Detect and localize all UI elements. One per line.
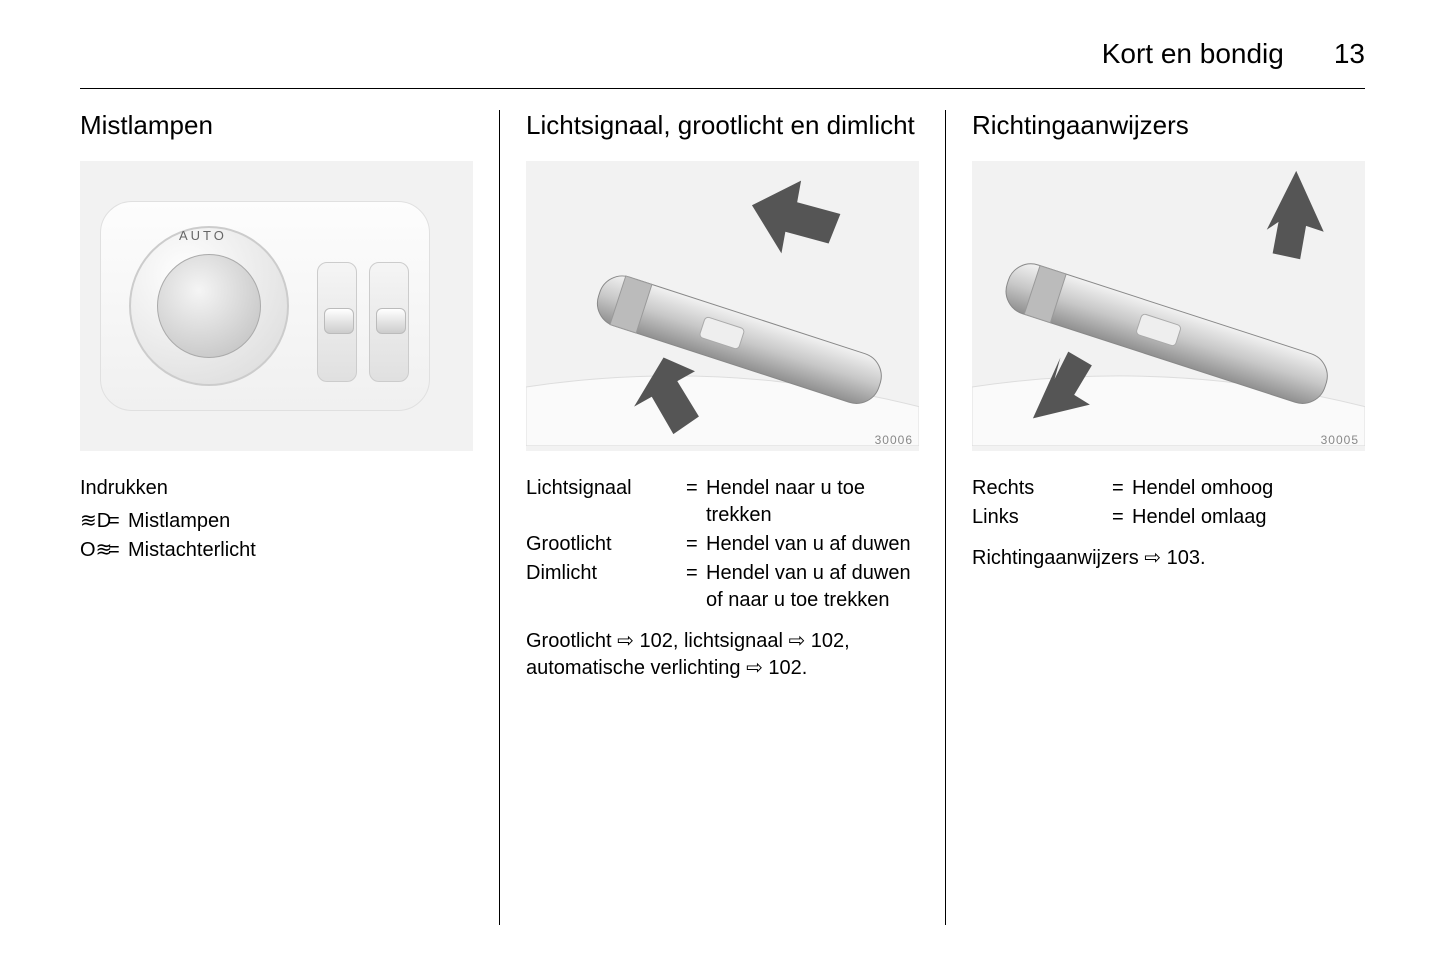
arrow-up-icon [752, 181, 840, 254]
eq: = [686, 560, 706, 614]
column-lichtsignaal: Lichtsignaal, grootlicht en dimlicht 300… [508, 110, 937, 925]
desc-rear-fog: Mistachterlicht [128, 537, 473, 564]
eq: = [686, 531, 706, 558]
page-number: 13 [1334, 38, 1365, 70]
front-fog-icon: ≋D [80, 508, 108, 535]
dial-auto-label: AUTO [179, 228, 227, 243]
desc-rechts: Hendel omhoog [1132, 475, 1365, 502]
ref-lichtsignaal: Grootlicht ⇨ 102, lichtsignaal ⇨ 102, au… [526, 628, 919, 682]
arrow-up-icon [1267, 171, 1324, 259]
lever-svg-turn [972, 161, 1365, 446]
header-rule [80, 88, 1365, 89]
heading-mistlampen: Mistlampen [80, 110, 473, 141]
eq: = [1112, 504, 1132, 531]
figure-id: 30006 [875, 433, 913, 447]
row-dimlicht: Dimlicht = Hendel van u af duwen of naar… [526, 560, 919, 614]
heading-richtingaanwijzers: Richtingaanwijzers [972, 110, 1365, 141]
chapter-title: Kort en bondig [1102, 38, 1284, 70]
eq: = [108, 508, 128, 535]
figure-fog-light-dial: AUTO [80, 161, 473, 451]
content-columns: Mistlampen AUTO Indrukken ≋D = Mistlampe… [80, 110, 1365, 925]
dial-panel: AUTO [100, 201, 430, 411]
eq: = [1112, 475, 1132, 502]
term-grootlicht: Grootlicht [526, 531, 686, 558]
lever-svg [526, 161, 919, 446]
column-mistlampen: Mistlampen AUTO Indrukken ≋D = Mistlampe… [80, 110, 491, 925]
figure-lever-highbeam: 30006 [526, 161, 919, 451]
term-dimlicht: Dimlicht [526, 560, 686, 614]
column-richtingaanwijzers: Richtingaanwijzers 30005 R [954, 110, 1365, 925]
instrument-brightness-slider [369, 262, 409, 382]
row-front-fog: ≋D = Mistlampen [80, 508, 473, 535]
eq: = [686, 475, 706, 529]
term-lichtsignaal: Lichtsignaal [526, 475, 686, 529]
eq: = [108, 537, 128, 564]
row-rechts: Rechts = Hendel omhoog [972, 475, 1365, 502]
column-separator-1 [499, 110, 500, 925]
desc-front-fog: Mistlampen [128, 508, 473, 535]
desc-lichtsignaal: Hendel naar u toe trekken [706, 475, 919, 529]
figure-id: 30005 [1321, 433, 1359, 447]
page-header: Kort en bondig 13 [1102, 38, 1365, 70]
desc-links: Hendel omlaag [1132, 504, 1365, 531]
intro-indrukken: Indrukken [80, 475, 473, 502]
headlamp-level-slider [317, 262, 357, 382]
desc-grootlicht: Hendel van u af duwen [706, 531, 919, 558]
term-rechts: Rechts [972, 475, 1112, 502]
column-separator-2 [945, 110, 946, 925]
row-links: Links = Hendel omlaag [972, 504, 1365, 531]
figure-lever-turnsignal: 30005 [972, 161, 1365, 451]
dial-knob [157, 254, 261, 358]
row-rear-fog: O≋ = Mistachterlicht [80, 537, 473, 564]
row-lichtsignaal: Lichtsignaal = Hendel naar u toe trekken [526, 475, 919, 529]
ref-richtingaanwijzers: Richtingaanwijzers ⇨ 103. [972, 545, 1365, 572]
rear-fog-icon: O≋ [80, 537, 108, 564]
desc-dimlicht: Hendel van u af duwen of naar u toe trek… [706, 560, 919, 614]
row-grootlicht: Grootlicht = Hendel van u af duwen [526, 531, 919, 558]
term-links: Links [972, 504, 1112, 531]
heading-lichtsignaal: Lichtsignaal, grootlicht en dimlicht [526, 110, 919, 141]
